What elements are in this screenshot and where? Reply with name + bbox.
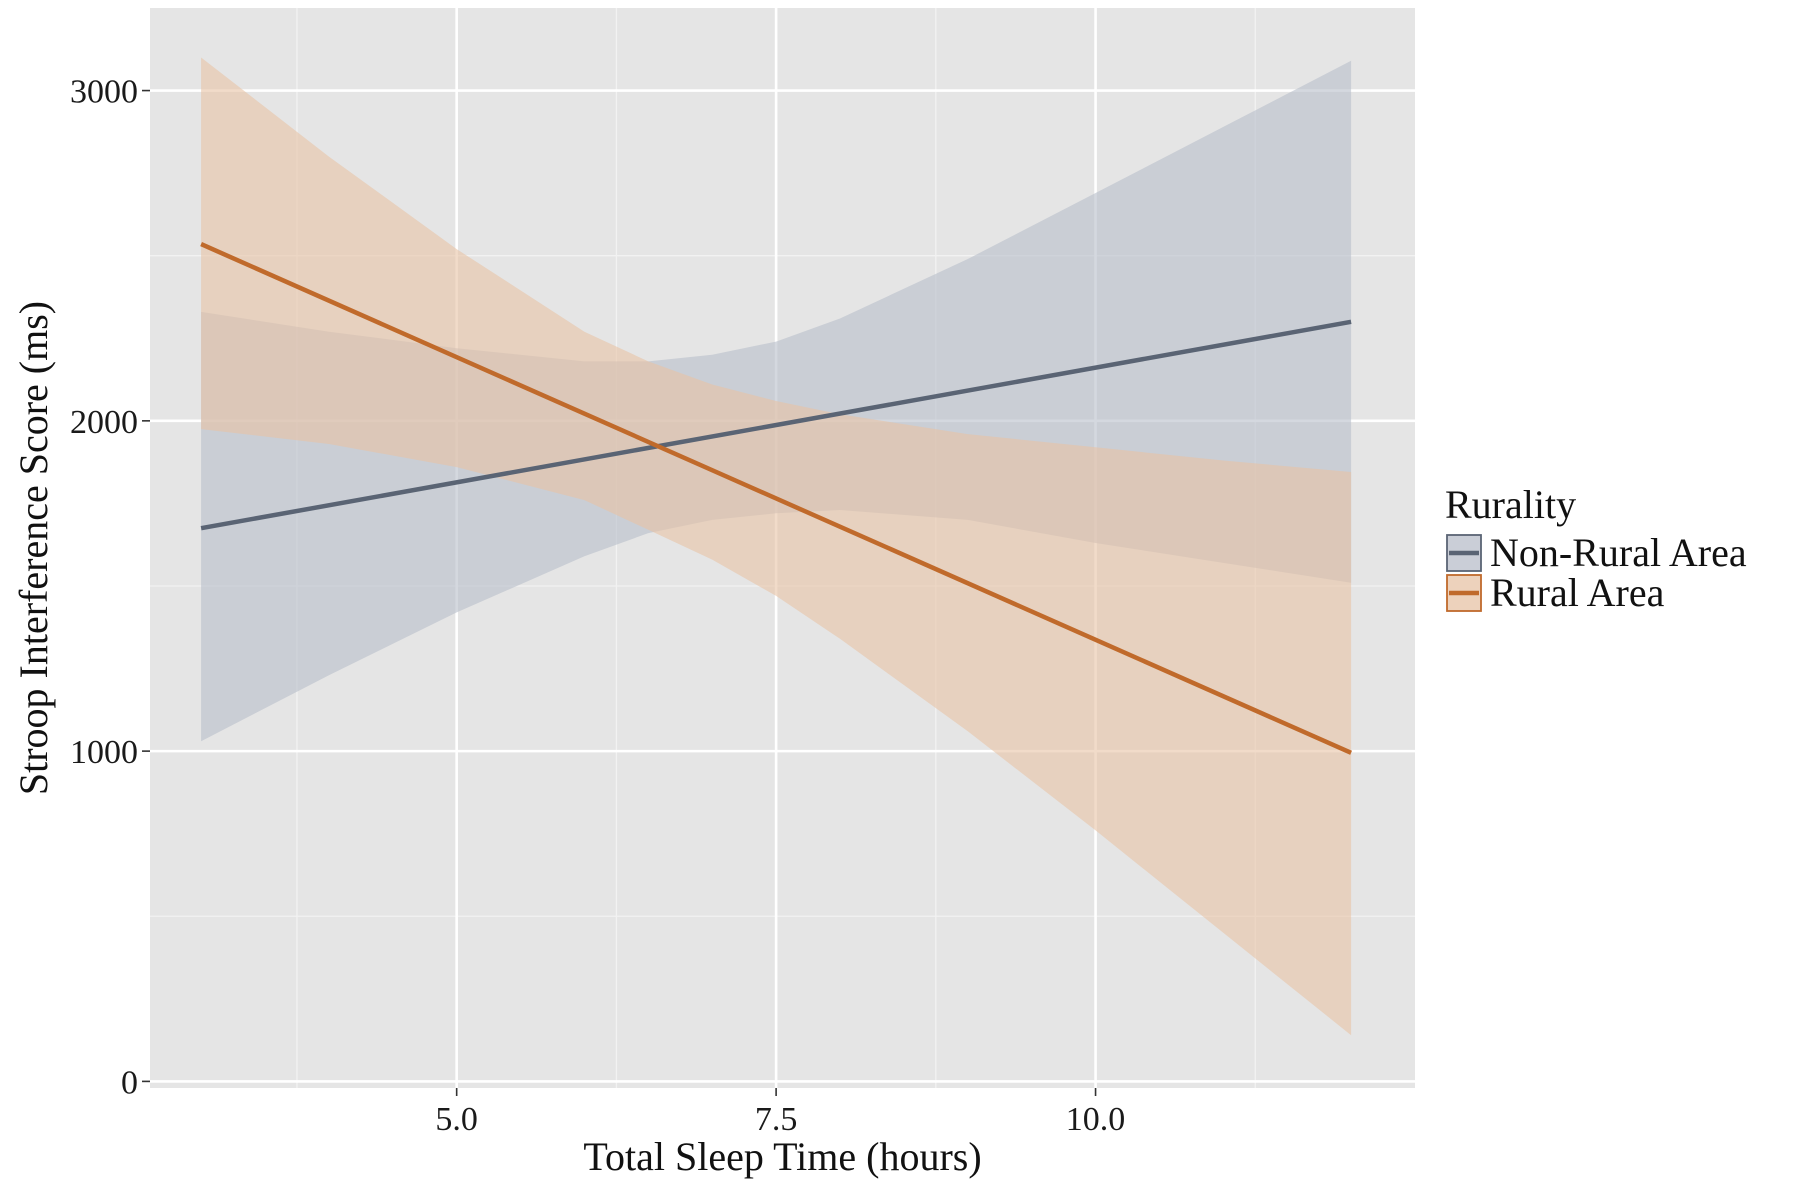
legend-title: Rurality xyxy=(1445,482,1576,527)
regression-lines xyxy=(200,242,1353,755)
x-tick-label: 5.0 xyxy=(435,1101,478,1138)
x-axis-title: Total Sleep Time (hours) xyxy=(583,1134,981,1179)
series-line-rural xyxy=(200,242,1353,755)
y-tick-label: 3000 xyxy=(70,74,138,111)
y-axis-title: Stroop Interference Score (ms) xyxy=(11,301,56,795)
legend-label-rural: Rural Area xyxy=(1490,570,1665,615)
x-tick-label: 7.5 xyxy=(755,1101,798,1138)
series-line-non-rural xyxy=(200,319,1352,531)
x-tick-label: 10.0 xyxy=(1066,1101,1126,1138)
axis-ticks xyxy=(142,89,1097,1096)
tick-labels: 5.0 7.5 10.0 0 1000 2000 3000 xyxy=(70,74,1125,1138)
y-tick-label: 0 xyxy=(121,1064,138,1101)
legend-label-non-rural: Non-Rural Area xyxy=(1490,530,1747,575)
confidence-bands xyxy=(201,57,1352,1036)
ci-band-rural xyxy=(201,57,1352,1036)
y-tick-label: 1000 xyxy=(70,734,138,771)
y-tick-label: 2000 xyxy=(70,404,138,441)
